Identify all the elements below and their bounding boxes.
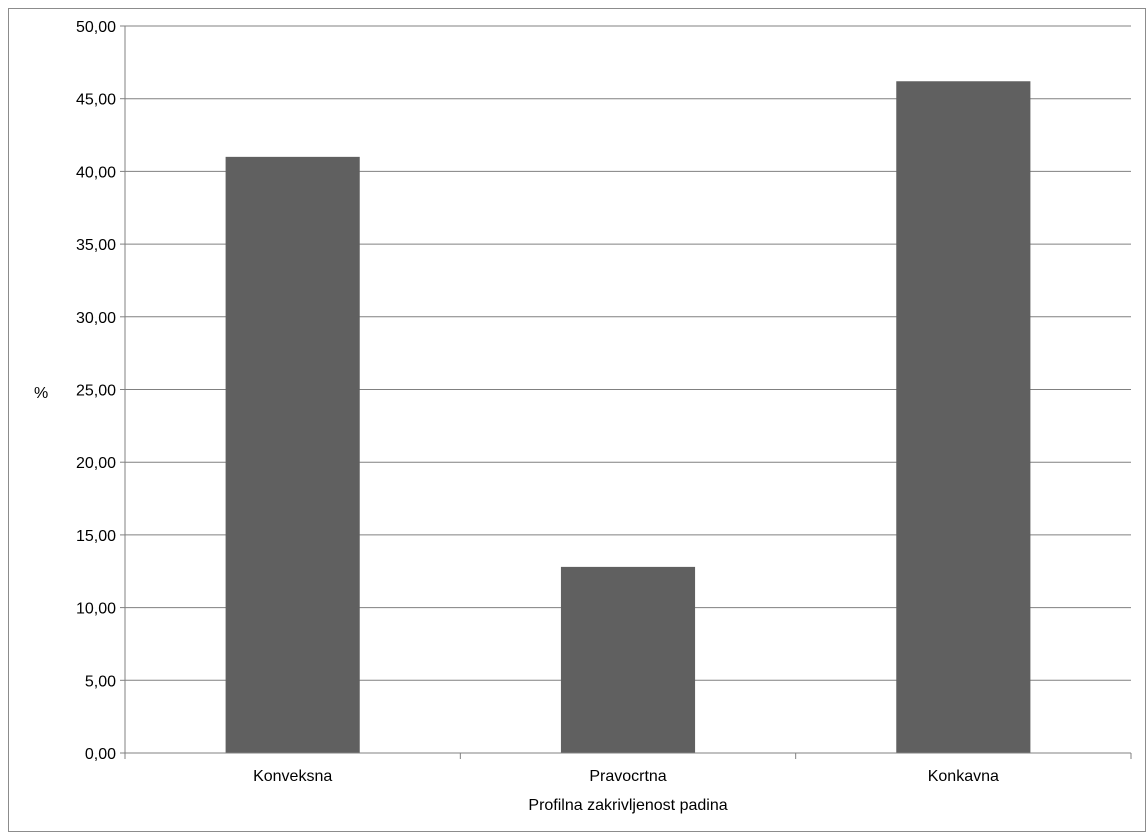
- y-axis-title: %: [34, 385, 48, 402]
- y-tick-label: 5,00: [85, 673, 116, 690]
- y-tick-label: 25,00: [76, 383, 116, 400]
- bar-pravocrtna: [560, 566, 696, 753]
- x-tick-label: Pravocrtna: [589, 768, 666, 785]
- y-tick-label: 20,00: [76, 455, 116, 472]
- y-tick-label: 35,00: [76, 237, 116, 254]
- labels: % Profilna zakrivljenost padina 0,00 5,00…: [34, 19, 999, 814]
- y-tick-label: 30,00: [76, 310, 116, 327]
- y-tick-label: 15,00: [76, 528, 116, 545]
- y-tick-label: 10,00: [76, 601, 116, 618]
- x-axis-title: Profilna zakrivljenost padina: [528, 797, 727, 814]
- y-tick-label: 40,00: [76, 164, 116, 181]
- y-tick-label: 45,00: [76, 92, 116, 109]
- y-tick-label: 50,00: [76, 19, 116, 36]
- x-tick-label: Konkavna: [928, 768, 999, 785]
- bar-konveksna: [225, 156, 360, 754]
- bar-konkavna: [896, 81, 1031, 753]
- x-tick-label: Konveksna: [253, 768, 332, 785]
- y-tick-label: 0,00: [85, 746, 116, 763]
- bars: [225, 81, 1031, 754]
- axes: [120, 25, 1132, 759]
